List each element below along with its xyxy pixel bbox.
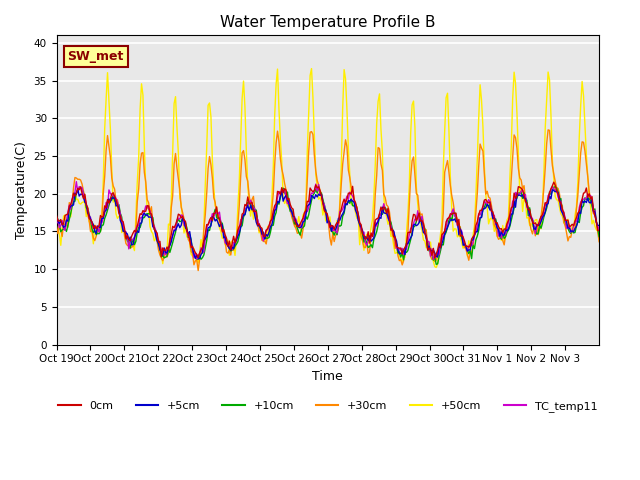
X-axis label: Time: Time: [312, 370, 343, 383]
Text: SW_met: SW_met: [67, 50, 124, 63]
Legend: 0cm, +5cm, +10cm, +30cm, +50cm, TC_temp11: 0cm, +5cm, +10cm, +30cm, +50cm, TC_temp1…: [54, 396, 602, 416]
Title: Water Temperature Profile B: Water Temperature Profile B: [220, 15, 436, 30]
Y-axis label: Temperature(C): Temperature(C): [15, 141, 28, 239]
